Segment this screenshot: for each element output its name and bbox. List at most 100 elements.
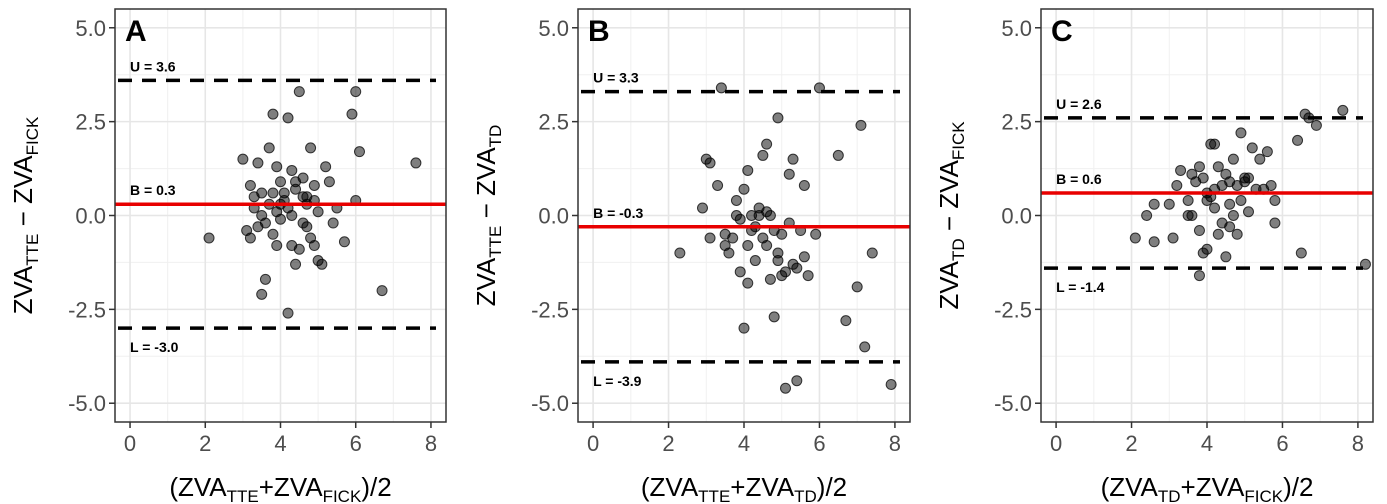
- axis-subscript: FICK: [1244, 487, 1283, 504]
- data-point: [712, 179, 724, 191]
- data-point: [1269, 217, 1281, 229]
- data-point: [749, 255, 761, 267]
- y-tick-label: 5.0: [538, 16, 569, 41]
- data-point: [1359, 258, 1371, 270]
- data-point: [346, 108, 358, 120]
- data-point: [885, 378, 897, 390]
- data-point: [259, 273, 271, 285]
- panel-c: U = 2.6 B = 0.6 L = -1.4 C -5.0 -2.5 0.0 2.5 5.0…: [934, 8, 1374, 504]
- data-point: [1193, 225, 1205, 237]
- data-point: [312, 206, 324, 218]
- axis-text: ZVA: [934, 260, 964, 309]
- data-point: [282, 307, 294, 319]
- axis-subscript: FICK: [323, 487, 362, 504]
- y-tick-label: -2.5: [68, 297, 106, 322]
- data-point: [840, 315, 852, 327]
- data-point: [1224, 198, 1236, 210]
- data-point: [271, 240, 283, 252]
- lower-limit-label: L = -3.0: [130, 339, 179, 355]
- data-point: [301, 221, 313, 233]
- data-point: [297, 191, 309, 203]
- x-tick-label: 8: [1352, 431, 1364, 456]
- x-tick-label: 2: [199, 431, 211, 456]
- data-point: [1171, 179, 1183, 191]
- data-point: [271, 161, 283, 173]
- data-point: [278, 187, 290, 199]
- points: [1129, 104, 1371, 282]
- data-point: [802, 270, 814, 282]
- data-point: [290, 176, 302, 188]
- data-point: [1292, 134, 1304, 146]
- data-point: [772, 247, 784, 259]
- data-point: [791, 262, 803, 274]
- y-tick-label: 0.0: [75, 204, 106, 229]
- data-point: [1148, 198, 1160, 210]
- data-point: [761, 138, 773, 150]
- y-tick-label: -5.0: [531, 391, 569, 416]
- data-point: [761, 206, 773, 218]
- data-point: [783, 168, 795, 180]
- data-point: [293, 243, 305, 255]
- data-point: [1201, 243, 1213, 255]
- data-point: [704, 232, 716, 244]
- axis-text: (ZVA: [169, 472, 227, 502]
- data-point: [810, 228, 822, 240]
- data-point: [1303, 112, 1315, 124]
- data-point: [742, 164, 754, 176]
- data-point: [353, 146, 365, 158]
- axis-text: (ZVA: [641, 472, 699, 502]
- x-tick-label: 4: [1201, 431, 1213, 456]
- data-point: [715, 82, 727, 94]
- data-point: [267, 187, 279, 199]
- data-point: [859, 341, 871, 353]
- data-point: [267, 228, 279, 240]
- data-point: [730, 194, 742, 206]
- panel-a: U = 3.6 B = 0.3 L = -3.0 A -5.0 -2.5 0.0 2.5 5.0…: [8, 8, 447, 504]
- data-point: [256, 288, 268, 300]
- data-point: [1295, 247, 1307, 259]
- upper-limit-label: U = 3.6: [130, 58, 176, 74]
- bias-label: B = 0.3: [130, 182, 176, 198]
- data-point: [252, 157, 264, 169]
- data-point: [738, 322, 750, 334]
- x-tick-label: 0: [124, 431, 136, 456]
- axis-subscript: TTE: [23, 234, 42, 266]
- x-tick-label: 6: [813, 431, 825, 456]
- x-tick-label: 6: [1276, 431, 1288, 456]
- data-point: [780, 382, 791, 394]
- axis-text: )/2: [361, 472, 391, 502]
- data-point: [1337, 104, 1349, 116]
- upper-limit-label: U = 2.6: [1056, 96, 1102, 112]
- axis-subscript: FICK: [23, 116, 42, 155]
- x-tick-label: 8: [889, 431, 901, 456]
- data-point: [734, 266, 746, 278]
- data-point: [282, 112, 294, 124]
- data-point: [316, 258, 328, 270]
- data-point: [1254, 153, 1266, 165]
- data-point: [1175, 164, 1187, 176]
- x-tick-label: 0: [587, 431, 599, 456]
- data-point: [697, 202, 708, 214]
- data-point: [1227, 210, 1239, 221]
- data-point: [1235, 127, 1247, 139]
- data-point: [290, 258, 302, 270]
- data-point: [305, 142, 317, 154]
- data-point: [1212, 161, 1224, 173]
- axis-text: )/2: [1283, 472, 1313, 502]
- data-point: [1269, 194, 1281, 206]
- axis-text: +ZVA: [259, 472, 323, 502]
- y-tick-label: 5.0: [75, 16, 106, 41]
- panel-label: C: [1051, 15, 1073, 48]
- axis-subscript: TTE: [486, 226, 505, 258]
- data-point: [1220, 251, 1232, 263]
- axis-subscript: TD: [794, 487, 817, 504]
- data-point: [1243, 206, 1254, 218]
- data-point: [1246, 142, 1258, 154]
- x-axis-title: (ZVATD+ZVAFICK)/2: [1101, 472, 1314, 504]
- y-tick-label: 2.5: [538, 110, 569, 135]
- data-point: [350, 86, 362, 98]
- data-point: [1141, 210, 1153, 221]
- x-axis-title: (ZVATTE+ZVATD)/2: [641, 472, 847, 504]
- data-point: [376, 285, 388, 297]
